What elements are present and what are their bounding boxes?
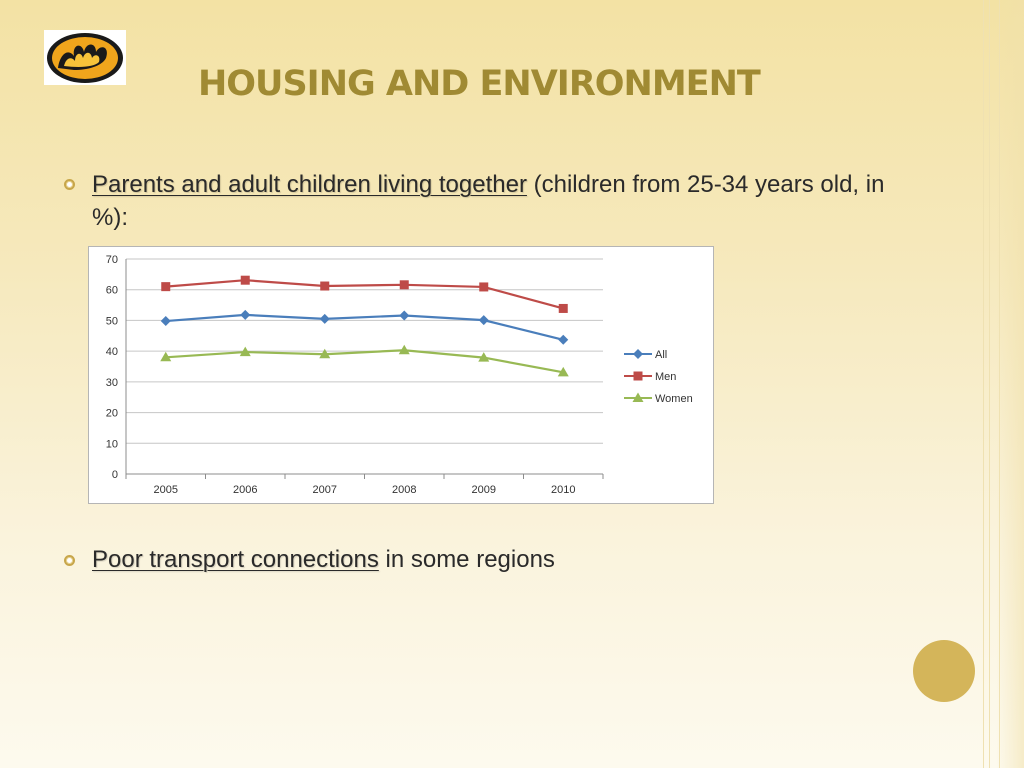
bullet-icon xyxy=(64,555,75,566)
y-tick-label: 0 xyxy=(112,469,118,481)
y-tick-label: 60 xyxy=(106,285,118,297)
legend-marker-women xyxy=(632,392,644,402)
y-tick-label: 40 xyxy=(106,346,118,358)
page-title: HOUSING AND ENVIRONMENT xyxy=(198,64,761,104)
data-point-all xyxy=(240,309,251,320)
y-tick-label: 30 xyxy=(106,377,118,389)
logo-hands-icon xyxy=(44,30,126,85)
slide-edge-decoration xyxy=(996,0,1024,768)
x-tick-label: 2009 xyxy=(472,484,496,496)
data-point-all xyxy=(160,316,171,327)
data-point-men xyxy=(399,280,409,290)
x-tick-label: 2007 xyxy=(313,484,337,496)
y-tick-label: 20 xyxy=(106,408,118,420)
legend-label-men: Men xyxy=(655,371,676,383)
decorative-circle xyxy=(913,640,975,702)
data-point-all xyxy=(558,334,569,345)
series-line-all xyxy=(165,313,564,341)
bullet-1-highlight: Parents and adult children living togeth… xyxy=(92,171,527,198)
data-point-all xyxy=(319,313,330,324)
legend-marker-all xyxy=(633,349,643,359)
bullet-2-text: in some regions xyxy=(378,546,555,573)
legend-marker-men xyxy=(633,371,643,381)
data-point-men xyxy=(320,281,330,291)
data-point-all xyxy=(399,310,410,321)
data-point-women xyxy=(239,346,251,357)
bullet-1-text: (children from 25-34 years old, in %): xyxy=(92,171,885,231)
legend-label-all: All xyxy=(655,349,667,361)
data-point-men xyxy=(161,282,171,292)
bullet-2: Poor transport connections in some regio… xyxy=(92,543,912,576)
x-tick-label: 2010 xyxy=(551,484,575,496)
line-chart-svg: 0 10 20 30 40 50 60 70 2005 2006 2007 2008 2009 2010 A… xyxy=(106,254,693,496)
data-point-women xyxy=(557,366,569,377)
data-point-men xyxy=(558,303,568,313)
data-point-women xyxy=(398,344,410,355)
line-chart: 0 10 20 30 40 50 60 70 2005 2006 2007 2008 2009 2010 A… xyxy=(88,246,714,504)
x-tick-label: 2006 xyxy=(233,484,257,496)
bullet-1: Parents and adult children living togeth… xyxy=(92,168,912,234)
y-tick-label: 70 xyxy=(106,254,118,266)
data-point-women xyxy=(319,348,331,359)
data-point-men xyxy=(240,275,250,285)
data-point-all xyxy=(478,315,489,326)
bullet-icon xyxy=(64,179,75,190)
y-tick-label: 50 xyxy=(106,315,118,327)
legend-label-women: Women xyxy=(655,393,693,405)
series-line-women xyxy=(165,349,564,374)
data-point-women xyxy=(160,351,172,362)
bullet-2-highlight: Poor transport connections xyxy=(92,546,379,573)
data-point-men xyxy=(479,282,489,292)
series-line-men xyxy=(165,279,564,310)
x-tick-label: 2008 xyxy=(392,484,416,496)
data-point-women xyxy=(478,352,490,362)
y-tick-label: 10 xyxy=(106,438,118,450)
x-tick-label: 2005 xyxy=(154,484,178,496)
